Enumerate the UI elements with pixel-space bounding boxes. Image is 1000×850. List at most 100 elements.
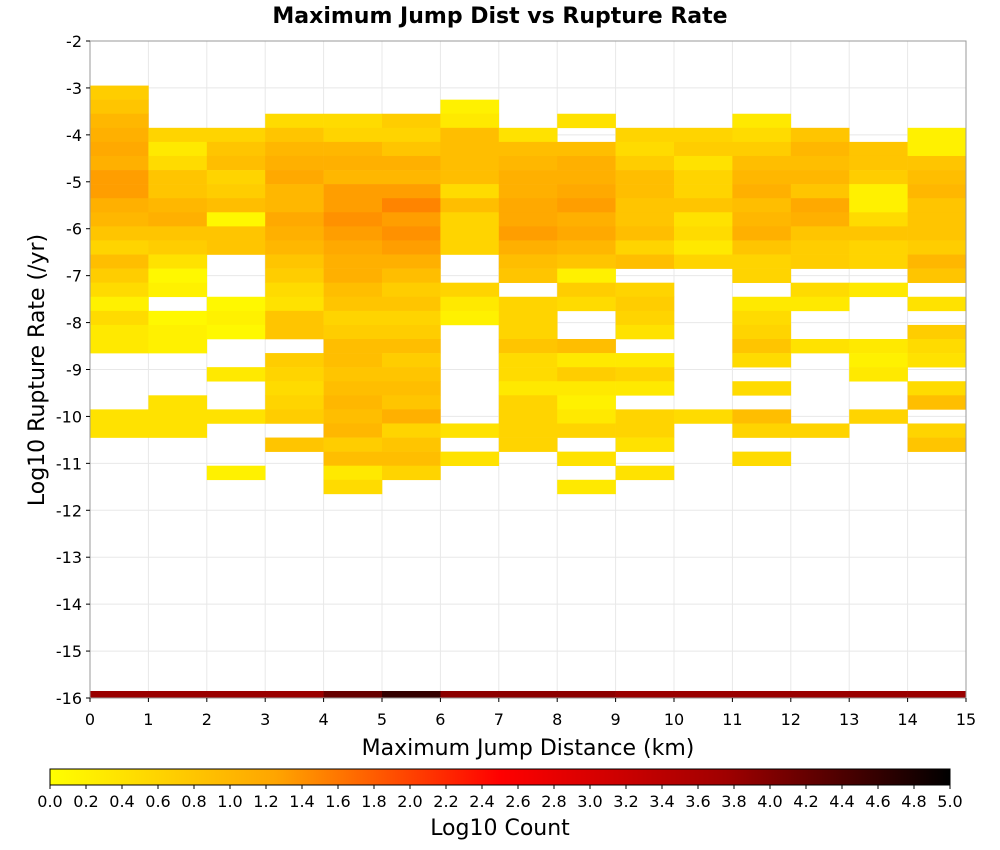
heatmap-cell [90, 691, 149, 698]
heatmap-cell [557, 212, 616, 227]
heatmap-cell [206, 198, 266, 213]
heatmap-cell [265, 254, 324, 269]
heatmap-cell [732, 141, 792, 157]
heatmap-cell [440, 113, 500, 129]
heatmap-cell [323, 212, 383, 227]
heatmap-cell [148, 310, 208, 326]
heatmap-cell [148, 226, 208, 241]
heatmap-cell [498, 367, 558, 382]
heatmap-cell [732, 296, 792, 312]
heatmap-cell [206, 310, 266, 326]
heatmap-cell [323, 240, 383, 255]
heatmap-cell [265, 113, 324, 129]
heatmap-cell [907, 254, 967, 269]
heatmap-cell [90, 85, 149, 100]
heatmap-cell [440, 198, 500, 213]
heatmap-cell [732, 226, 792, 241]
heatmap-cell [265, 282, 324, 298]
heatmap-cell [790, 141, 850, 157]
heatmap-cell [849, 141, 908, 157]
heatmap-cell [265, 127, 324, 143]
heatmap-cell [148, 184, 208, 199]
heatmap-cell [382, 155, 441, 171]
heatmap-cell [90, 170, 149, 185]
heatmap-cell [790, 254, 850, 269]
heatmap-cell [90, 338, 149, 354]
colorbar-tick-label: 1.8 [361, 792, 386, 811]
heatmap-cell [557, 268, 616, 283]
heatmap-cell [615, 691, 675, 698]
heatmap-cell [557, 141, 616, 157]
heatmap-cell [440, 296, 500, 312]
heatmap-cell [206, 141, 266, 157]
y-tick-label: -4 [66, 126, 82, 145]
heatmap-cell [265, 226, 324, 241]
heatmap-cell [148, 254, 208, 269]
x-tick-label: 7 [494, 710, 504, 729]
heatmap-cell [90, 282, 149, 298]
heatmap-cell [148, 324, 208, 340]
heatmap-cell [148, 338, 208, 354]
heatmap-cell [440, 155, 500, 171]
heatmap-cell [440, 212, 500, 227]
heatmap-cell [323, 296, 383, 312]
heatmap-cell [615, 324, 675, 340]
heatmap-cell [790, 155, 850, 171]
colorbar-tick-label: 0.8 [181, 792, 206, 811]
heatmap-cell [615, 367, 675, 382]
colorbar-label: Log10 Count [430, 816, 570, 841]
heatmap-cell [615, 465, 675, 481]
colorbar [49, 768, 951, 786]
colorbar-tick-label: 2.0 [397, 792, 422, 811]
heatmap-cell [674, 155, 733, 171]
heatmap-cell [790, 226, 850, 241]
heatmap-cell [907, 240, 967, 255]
colorbar-tick-label: 2.4 [469, 792, 494, 811]
y-tick-label: -14 [56, 595, 82, 614]
colorbar-tick-label: 4.0 [757, 792, 782, 811]
heatmap-cell [732, 409, 792, 424]
heatmap-cell [732, 184, 792, 199]
heatmap-cell [382, 437, 441, 452]
x-tick-label: 15 [956, 710, 976, 729]
heatmap-cell [849, 691, 908, 698]
heatmap-cell [382, 381, 441, 396]
heatmap-cell [382, 184, 441, 199]
y-tick-label: -6 [66, 220, 82, 239]
heatmap-cell [615, 409, 675, 424]
heatmap-cell [498, 691, 558, 698]
heatmap-cell [265, 170, 324, 185]
x-axis-ticks: 0 1 2 3 4 5 6 7 8 9 10 11 12 13 14 15 [85, 698, 976, 729]
heatmap-cell [90, 141, 149, 157]
heatmap-cell [557, 381, 616, 396]
colorbar-tick-label: 3.0 [577, 792, 602, 811]
heatmap-cell [90, 268, 149, 283]
colorbar-tick-label: 1.4 [289, 792, 314, 811]
heatmap-cell [90, 113, 149, 129]
heatmap-cell [557, 367, 616, 382]
heatmap-cell [732, 268, 792, 283]
heatmap-cell [323, 170, 383, 185]
heatmap-cell [440, 240, 500, 255]
heatmap-cell [148, 395, 208, 410]
heatmap-cell [90, 240, 149, 255]
heatmap-cell [440, 99, 500, 115]
heatmap-cell [440, 184, 500, 199]
heatmap-cell [323, 691, 383, 698]
heatmap-cell [557, 184, 616, 199]
heatmap-cell [498, 226, 558, 241]
heatmap-cell [265, 381, 324, 396]
heatmap-cell [732, 113, 792, 129]
heatmap-cell [732, 691, 792, 698]
colorbar-tick-label: 4.8 [901, 792, 926, 811]
heatmap-cell [265, 296, 324, 312]
heatmap-cell [557, 296, 616, 312]
heatmap-cell [557, 240, 616, 255]
heatmap-cell [849, 409, 908, 424]
heatmap-cell [90, 184, 149, 199]
heatmap-cell [90, 409, 149, 424]
heatmap-cell [206, 155, 266, 171]
heatmap-cell [440, 423, 500, 438]
heatmap-cell [382, 310, 441, 326]
